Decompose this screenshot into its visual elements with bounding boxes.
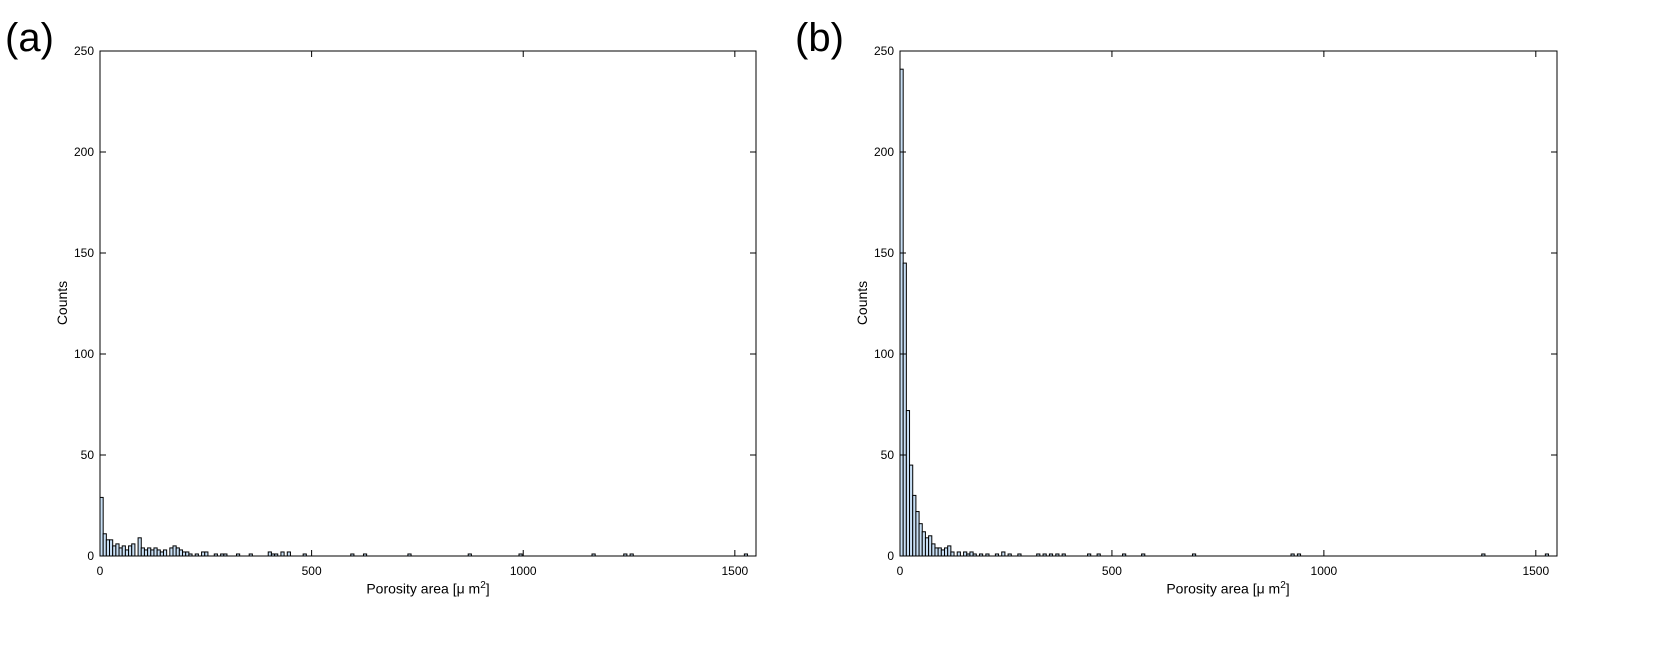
histogram-plot-a: 0 50 100 150 200 250 0 500 1000 1500 [74, 44, 757, 578]
x-axis-label-a-mu: μ [456, 580, 465, 597]
x-tick-label-a-0: 0 [97, 564, 104, 578]
y-tick-label-a-200: 200 [74, 145, 94, 159]
y-tick-label-a-150: 150 [74, 246, 94, 260]
x-tick-label-b-500: 500 [1102, 564, 1122, 578]
panel-label-b: (b) [795, 16, 844, 60]
y-tick-label-b-50: 50 [881, 448, 895, 462]
x-axis-label-b-unit: m [1264, 580, 1281, 597]
y-tick-label-b-250: 250 [874, 44, 894, 58]
x-axis-label-a-close: ] [485, 580, 490, 597]
histogram-bar-a-39 [286, 551, 291, 557]
histogram-bar-a-19 [162, 549, 168, 557]
y-tick-label-b-100: 100 [874, 347, 894, 361]
x-axis-label-a-exp: 2 [480, 580, 486, 591]
y-tick-label-a-100: 100 [74, 347, 94, 361]
y-tick-label-a-50: 50 [81, 448, 95, 462]
x-tick-label-a-1500: 1500 [721, 564, 748, 578]
x-axis-label-b-mu: μ [1256, 580, 1265, 597]
x-axis-label-a-unit: m [464, 580, 481, 597]
x-axis-label-a: Porosity area [μ m2] [366, 580, 489, 597]
histogram-bar-a-10 [131, 543, 136, 557]
histogram-bar-b-16 [950, 551, 955, 557]
x-axis-label-b: Porosity area [μ m2] [1166, 580, 1289, 597]
y-tick-label-b-150: 150 [874, 246, 894, 260]
y-tick-label-a-250: 250 [74, 44, 94, 58]
x-axis-label-b-close: ] [1285, 580, 1290, 597]
axes-box-a [99, 50, 757, 557]
histogram-bar-a-38 [280, 551, 285, 557]
x-tick-label-b-1000: 1000 [1311, 564, 1338, 578]
panel-label-a: (a) [5, 16, 54, 60]
x-tick-label-a-1000: 1000 [510, 564, 537, 578]
y-tick-label-b-0: 0 [887, 549, 894, 563]
x-tick-label-b-1500: 1500 [1522, 564, 1549, 578]
histogram-bar-b-17 [956, 551, 961, 557]
y-axis-label-b: Counts [854, 280, 870, 326]
histogram-panel-b: (b) 0 50 100 150 200 250 0 500 1000 1500 Counts P… [795, 0, 1663, 660]
x-axis-label-b-exp: 2 [1280, 580, 1286, 591]
histogram-bar-a-29 [204, 551, 209, 557]
histogram-bar-b-25 [1001, 551, 1006, 557]
axes-box-b [899, 50, 1558, 557]
y-tick-label-b-200: 200 [874, 145, 894, 159]
y-tick-label-a-0: 0 [87, 549, 94, 563]
x-axis-label-b-main: Porosity area [ [1166, 580, 1257, 597]
x-tick-label-a-500: 500 [302, 564, 322, 578]
y-axis-label-a: Counts [54, 280, 70, 326]
histogram-panel-a: (a) 0 50 100 150 200 250 0 500 1000 1500 Counts P… [0, 0, 831, 660]
x-tick-label-b-0: 0 [897, 564, 904, 578]
histogram-plot-b: 0 50 100 150 200 250 0 500 1000 1500 [874, 44, 1558, 578]
x-axis-label-a-main: Porosity area [ [366, 580, 457, 597]
